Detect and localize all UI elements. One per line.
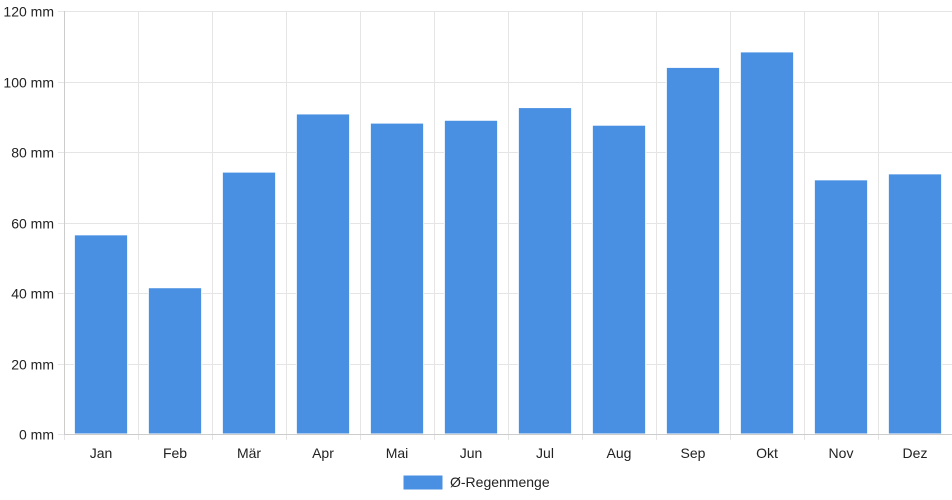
axes [64, 11, 952, 435]
x-tick-label: Jan [90, 445, 113, 461]
bar-series [73, 51, 943, 435]
bar-apr[interactable] [295, 113, 351, 435]
legend[interactable]: Ø-Regenmenge [402, 474, 550, 491]
x-tick-label: Okt [756, 445, 778, 461]
legend-swatch [402, 474, 444, 491]
y-tick-label: 0 mm [19, 427, 54, 443]
bar-jun[interactable] [443, 119, 499, 435]
x-tick-label: Mai [386, 445, 409, 461]
bar-okt[interactable] [739, 51, 795, 435]
y-tick-label: 100 mm [3, 75, 54, 91]
bar-aug[interactable] [591, 124, 647, 435]
bar-jan[interactable] [73, 234, 129, 435]
x-tick-label: Jul [536, 445, 554, 461]
y-tick-label: 120 mm [3, 4, 54, 20]
bar-mär[interactable] [221, 171, 277, 435]
bar-sep[interactable] [665, 66, 721, 435]
x-tick-label: Apr [312, 445, 334, 461]
x-tick-label: Dez [903, 445, 928, 461]
x-tick-label: Feb [163, 445, 187, 461]
x-tick-label: Nov [829, 445, 854, 461]
legend-label: Ø-Regenmenge [450, 474, 550, 490]
bar-dez[interactable] [887, 173, 943, 435]
y-tick-label: 20 mm [11, 357, 54, 373]
y-axis-ticks: 0 mm 20 mm 40 mm 60 mm 80 mm 100 mm 120 mm [3, 4, 54, 443]
x-axis-ticks: Jan Feb Mär Apr Mai Jun Jul Aug Sep Okt Nov Dez [90, 445, 928, 461]
bar-mai[interactable] [369, 122, 425, 435]
bar-nov[interactable] [813, 179, 869, 435]
x-tick-label: Jun [460, 445, 483, 461]
x-tick-label: Sep [681, 445, 706, 461]
x-tick-label: Aug [607, 445, 632, 461]
grid-lines [58, 11, 952, 440]
x-tick-label: Mär [237, 445, 261, 461]
bar-feb[interactable] [147, 287, 203, 435]
bar-jul[interactable] [517, 107, 573, 435]
y-tick-label: 60 mm [11, 216, 54, 232]
y-tick-label: 40 mm [11, 286, 54, 302]
y-tick-label: 80 mm [11, 145, 54, 161]
